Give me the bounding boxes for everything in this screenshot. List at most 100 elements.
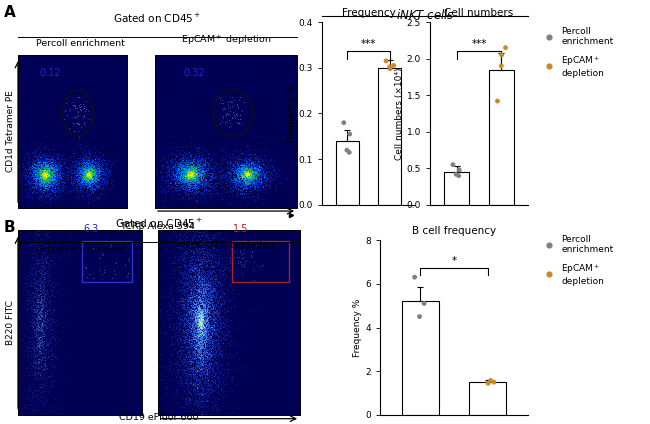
Point [46,175,56,181]
Point [38,114,48,121]
Point [51,344,62,351]
Point [21,297,31,304]
Point [173,265,183,272]
Point [16,318,26,325]
Point [55,402,65,409]
Point [35,316,46,323]
Point [162,324,172,331]
Point [220,200,231,207]
Point [81,177,91,184]
Point [205,337,215,344]
Point [183,293,194,300]
Point [203,393,213,400]
Point [182,301,192,307]
Point [192,361,202,368]
Point [85,73,96,80]
Point [85,136,96,143]
Point [208,109,218,116]
Point [188,184,199,190]
Point [81,361,91,368]
Point [29,150,39,156]
Point [203,106,214,113]
Point [254,255,264,262]
Point [178,161,188,168]
Point [273,340,283,347]
Point [47,172,58,179]
Point [63,386,73,393]
Point [84,175,95,181]
Point [205,388,215,395]
Point [229,303,239,310]
Point [40,310,50,317]
Point [189,287,200,293]
Point [70,128,80,135]
Point [230,160,240,167]
Point [232,266,242,273]
Point [185,325,195,332]
Point [36,159,46,166]
Point [183,178,193,184]
Point [190,163,200,170]
Point [200,329,211,336]
Point [192,282,203,288]
Point [200,229,210,236]
Point [195,346,205,353]
Point [244,165,255,172]
Point [273,145,283,152]
Point [188,325,198,332]
Point [49,275,59,282]
Point [90,184,100,190]
Text: B: B [4,220,16,235]
Point [61,299,72,306]
Point [117,363,127,370]
Point [44,162,54,169]
Point [196,348,207,355]
Point [76,107,86,114]
Point [199,335,209,342]
Point [40,181,51,187]
Point [33,293,44,299]
Point [257,393,267,400]
Point [189,354,200,361]
Point [192,301,202,307]
Point [249,173,259,179]
Point [242,171,253,178]
Point [179,165,190,171]
Point [237,378,247,385]
Point [242,166,252,173]
Point [200,307,211,314]
Point [200,160,211,167]
Point [28,193,38,200]
Point [226,114,236,121]
Point [36,396,47,402]
Point [86,170,96,177]
Point [196,114,207,121]
Point [84,81,95,88]
Point [98,171,109,178]
Point [194,289,205,296]
Point [116,383,127,390]
Point [254,182,264,189]
Point [202,315,213,322]
Point [188,368,198,374]
Point [209,259,219,266]
Point [174,264,184,271]
Point [194,348,204,354]
Point [53,289,63,296]
Point [33,174,44,181]
Point [108,271,118,277]
Point [27,159,38,166]
Point [39,180,49,187]
Point [206,275,216,282]
Point [196,359,206,366]
Point [115,80,125,87]
Point [64,75,75,82]
Point [65,52,75,59]
Point [240,173,250,180]
Point [44,184,54,190]
Point [192,170,202,177]
Point [120,137,131,144]
Point [24,149,34,156]
Point [259,150,270,156]
Point [29,348,39,354]
